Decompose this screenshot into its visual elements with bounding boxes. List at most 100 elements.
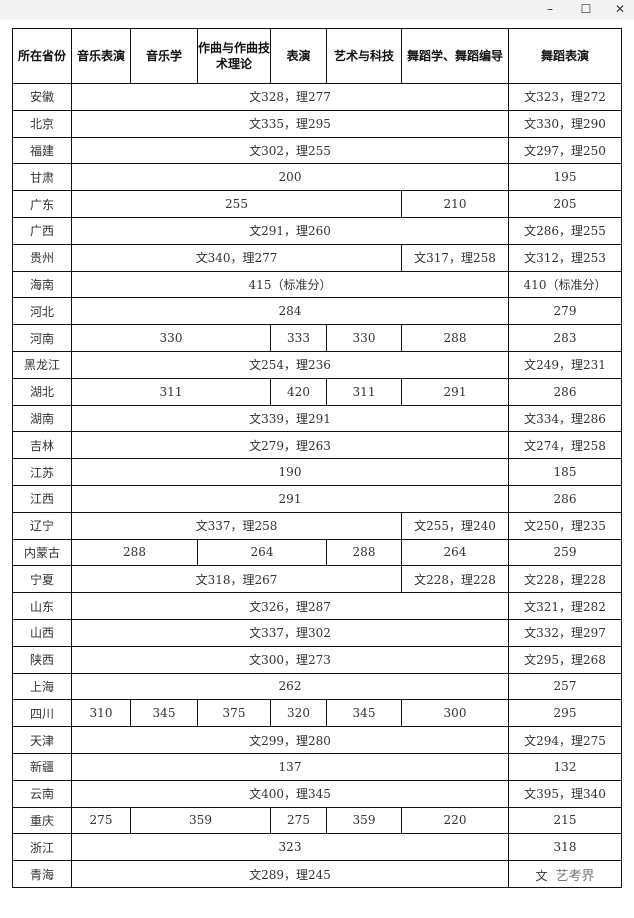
- dance-performance-cell: 257: [508, 672, 622, 701]
- province-cell: 海南: [12, 270, 72, 299]
- score-cell: 190: [71, 458, 509, 486]
- score-cell: 文337，理302: [71, 618, 509, 647]
- dance-score: 文330，理290: [524, 117, 606, 132]
- province-cell: 江西: [12, 484, 72, 513]
- province-cell: 云南: [12, 779, 72, 808]
- dance-score: 文323，理272: [524, 90, 606, 105]
- score-cell: 415（标准分）: [71, 270, 509, 299]
- dance-performance-cell: 279: [508, 297, 622, 326]
- dance-score: 286: [553, 384, 577, 399]
- column-header: 表演: [270, 28, 327, 84]
- province-cell: 北京: [12, 109, 72, 138]
- score-cell: 文400，理345: [71, 779, 509, 808]
- province-cell: 上海: [12, 672, 72, 701]
- score-cell: 文337，理258: [71, 511, 402, 540]
- dance-performance-cell: 文294，理275: [508, 726, 622, 754]
- dance-score: 195: [553, 170, 577, 185]
- column-header: 音乐学: [130, 28, 198, 84]
- table-row: 重庆 275 359 275 359 220 215: [12, 806, 622, 835]
- table-row: 天津 文299，理280 文294，理275: [12, 726, 622, 754]
- score-cell: 300: [401, 699, 509, 728]
- province-cell: 吉林: [12, 431, 72, 460]
- maximize-button[interactable]: ☐: [580, 2, 592, 16]
- score-cell: 288: [401, 324, 509, 352]
- table-row: 陕西 文300，理273 文295，理268: [12, 645, 622, 674]
- dance-performance-cell: 286: [508, 377, 622, 406]
- table-row: 青海 文289，理245 文艺考界: [12, 860, 622, 888]
- dance-performance-cell: 205: [508, 190, 622, 218]
- dance-score: 文: [535, 868, 548, 883]
- table-row: 海南 415（标准分） 410（标准分）: [12, 270, 622, 299]
- table-row: 四川 310 345 375 320 345 300 295: [12, 699, 622, 728]
- score-cell: 284: [71, 297, 509, 326]
- score-cell: 288: [326, 538, 402, 567]
- score-cell: 文289，理245: [71, 860, 509, 888]
- dance-score: 文294，理275: [524, 733, 606, 748]
- dance-score: 286: [553, 491, 577, 506]
- province-cell: 河南: [12, 324, 72, 352]
- score-cell: 275: [71, 806, 131, 835]
- dance-score: 257: [553, 679, 577, 694]
- window-titlebar: – ☐ ✕: [0, 0, 634, 20]
- close-button[interactable]: ✕: [614, 2, 626, 16]
- table-row: 浙江 323 318: [12, 833, 622, 862]
- province-cell: 广西: [12, 216, 72, 245]
- score-cell: 291: [71, 484, 509, 513]
- score-cell: 310: [71, 699, 131, 728]
- dance-performance-cell: 文250，理235: [508, 511, 622, 540]
- dance-performance-cell: 文395，理340: [508, 779, 622, 808]
- table-row: 吉林 文279，理263 文274，理258: [12, 431, 622, 460]
- dance-performance-cell: 文249，理231: [508, 350, 622, 379]
- score-cell: 330: [326, 324, 402, 352]
- table-row: 福建 文302，理255 文297，理250: [12, 136, 622, 165]
- minimize-button[interactable]: –: [547, 2, 553, 16]
- table-row: 安徽 文328，理277 文323，理272: [12, 83, 622, 111]
- score-cell: 311: [326, 377, 402, 406]
- dance-performance-cell: 283: [508, 324, 622, 352]
- column-header: 舞蹈学、舞蹈编导: [401, 28, 509, 84]
- dance-score: 文297，理250: [524, 143, 606, 158]
- table-row: 湖南 文339，理291 文334，理286: [12, 404, 622, 433]
- dance-score: 259: [553, 545, 577, 560]
- score-cell: 330: [71, 324, 271, 352]
- score-cell: 210: [401, 190, 509, 218]
- score-cell: 文279，理263: [71, 431, 509, 460]
- dance-performance-cell: 文332，理297: [508, 618, 622, 647]
- dance-performance-cell: 195: [508, 163, 622, 192]
- table-row: 湖北 311 420 311 291 286: [12, 377, 622, 406]
- score-cell: 137: [71, 752, 509, 781]
- dance-score: 文228，理228: [524, 572, 606, 587]
- score-cell: 262: [71, 672, 509, 701]
- dance-performance-cell: 文274，理258: [508, 431, 622, 460]
- table-row: 新疆 137 132: [12, 752, 622, 781]
- score-cell: 文318，理267: [71, 565, 402, 594]
- dance-performance-cell: 文228，理228: [508, 565, 622, 594]
- column-header: 作曲与作曲技术理论: [197, 28, 271, 84]
- province-cell: 重庆: [12, 806, 72, 835]
- score-cell: 420: [270, 377, 327, 406]
- watermark-logo: 艺考界: [555, 868, 595, 884]
- table-row: 宁夏 文318，理267 文228，理228 文228，理228: [12, 565, 622, 594]
- score-cell: 文326，理287: [71, 592, 509, 620]
- table-row: 广西 文291，理260 文286，理255: [12, 216, 622, 245]
- column-header: 艺术与科技: [326, 28, 402, 84]
- dance-performance-cell: 215: [508, 806, 622, 835]
- province-cell: 甘肃: [12, 163, 72, 192]
- header-row: 所在省份 音乐表演 音乐学 作曲与作曲技术理论 表演 艺术与科技 舞蹈学、舞蹈编导 舞蹈表演: [12, 28, 622, 84]
- province-cell: 湖北: [12, 377, 72, 406]
- table-row: 内蒙古 288 264 288 264 259: [12, 538, 622, 567]
- province-cell: 湖南: [12, 404, 72, 433]
- table-row: 河南 330 333 330 288 283: [12, 324, 622, 352]
- province-cell: 宁夏: [12, 565, 72, 594]
- table-row: 河北 284 279: [12, 297, 622, 326]
- dance-performance-cell: 132: [508, 752, 622, 781]
- dance-score: 文321，理282: [524, 599, 606, 614]
- dance-score: 279: [553, 304, 577, 319]
- dance-score: 文250，理235: [524, 519, 606, 534]
- dance-performance-cell: 410（标准分）: [508, 270, 622, 299]
- score-cell: 333: [270, 324, 327, 352]
- dance-performance-cell: 文321，理282: [508, 592, 622, 620]
- column-header: 舞蹈表演: [508, 28, 622, 84]
- dance-performance-cell: 文艺考界: [508, 860, 622, 888]
- table-row: 山东 文326，理287 文321，理282: [12, 592, 622, 620]
